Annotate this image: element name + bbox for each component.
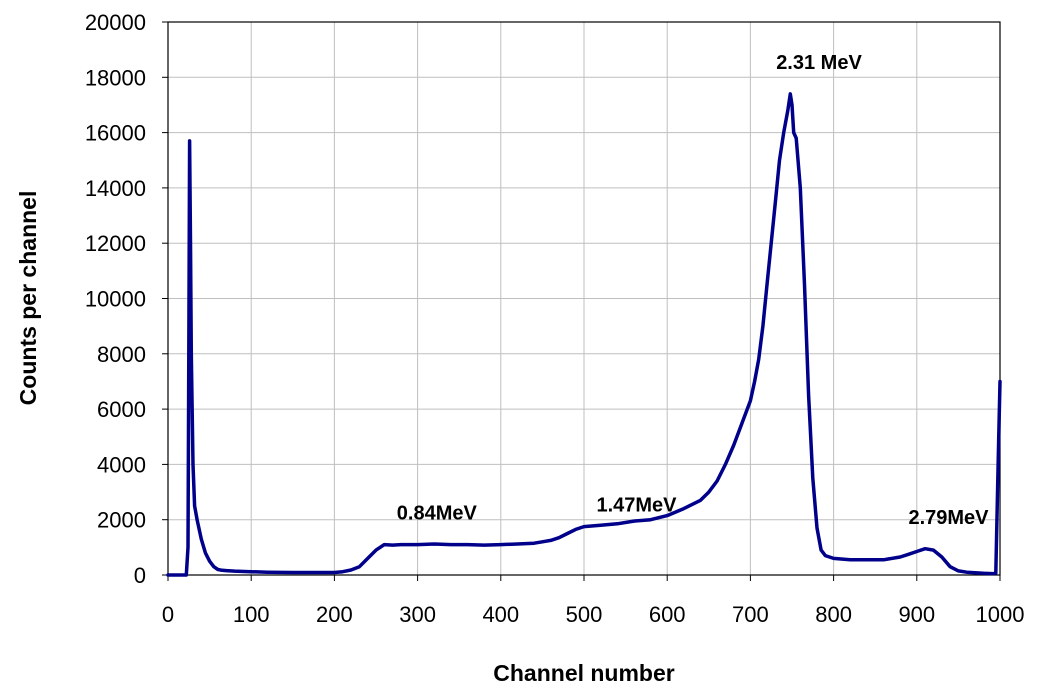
spectrum-series-line	[166, 92, 1002, 577]
y-tick-label: 10000	[85, 287, 146, 312]
y-tick-label: 8000	[97, 342, 146, 367]
x-tick-label: 200	[316, 602, 353, 627]
x-tick-label: 500	[566, 602, 603, 627]
peak-annotation-1: 1.47MeV	[596, 494, 677, 516]
y-tick-label: 20000	[85, 10, 146, 35]
x-tick-label: 600	[649, 602, 686, 627]
y-tick-label: 4000	[97, 452, 146, 477]
x-tick-label: 1000	[976, 602, 1025, 627]
y-tick-label: 6000	[97, 397, 146, 422]
peak-annotations: 0.84MeV 1.47MeV 2.31 MeV 2.79MeV	[397, 52, 989, 529]
peak-annotation-0: 0.84MeV	[397, 503, 478, 525]
y-axis-title: Counts per channel	[15, 191, 41, 406]
x-tick-label: 700	[732, 602, 769, 627]
y-tick-label: 18000	[85, 65, 146, 90]
y-axis-ticks: 0 2000 4000 6000 8000 10000 12000 14000 16000 180…	[85, 10, 168, 588]
peak-annotation-3: 2.79MeV	[908, 507, 989, 529]
x-tick-label: 800	[815, 602, 852, 627]
y-tick-label: 12000	[85, 231, 146, 256]
x-axis-ticks: 0 100 200 300 400 500 600 700 800 900 1000	[162, 575, 1025, 627]
x-tick-label: 100	[233, 602, 270, 627]
y-tick-label: 14000	[85, 176, 146, 201]
x-tick-label: 900	[898, 602, 935, 627]
y-tick-label: 0	[134, 563, 146, 588]
y-tick-label: 2000	[97, 508, 146, 533]
x-tick-label: 400	[482, 602, 519, 627]
y-tick-label: 16000	[85, 121, 146, 146]
grid	[167, 21, 1001, 576]
x-tick-label: 300	[399, 602, 436, 627]
peak-annotation-2: 2.31 MeV	[776, 52, 862, 74]
x-tick-label: 0	[162, 602, 174, 627]
x-axis-title: Channel number	[493, 660, 675, 686]
